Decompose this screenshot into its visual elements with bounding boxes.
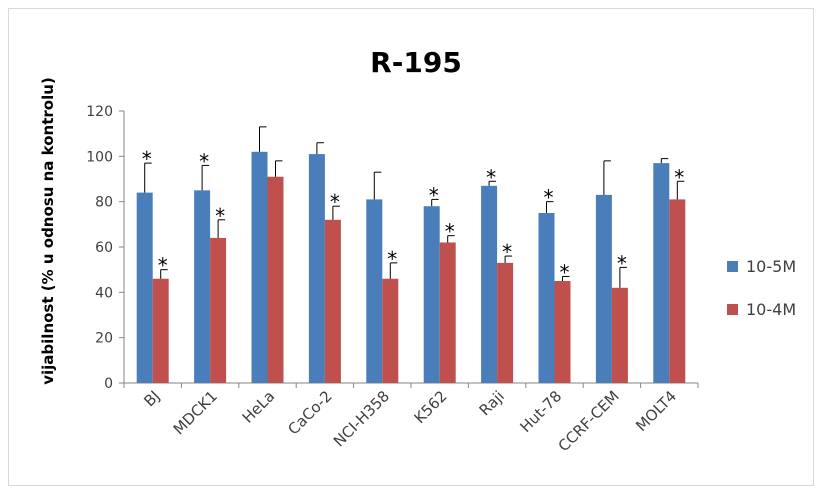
bar-series2	[439, 242, 456, 383]
chart-title: R-195	[370, 46, 462, 79]
bar-series2	[324, 219, 341, 383]
legend-swatch	[727, 261, 738, 272]
bar-series1	[136, 192, 153, 383]
y-tick-label: 120	[86, 104, 113, 120]
y-tick-label: 40	[95, 285, 113, 301]
significance-marker: *	[158, 254, 168, 278]
bar-series1	[538, 213, 555, 383]
y-tick-label: 80	[95, 195, 113, 211]
category-label: CCRF-CEM	[555, 387, 623, 455]
category-label: MDCK1	[170, 387, 221, 438]
bar-series2	[611, 287, 628, 383]
bar-series1	[366, 199, 383, 383]
significance-marker: *	[560, 260, 570, 284]
category-label: NCI-H358	[330, 387, 393, 450]
category-label: K562	[411, 387, 451, 427]
y-tick-label: 20	[95, 331, 113, 347]
category-label: Hut-78	[516, 387, 565, 436]
y-axis-label: vijabilnost (% u odnosu na kontrolu)	[39, 77, 57, 385]
legend-label: 10-4M	[746, 300, 796, 319]
bar-series2	[669, 199, 686, 383]
y-tick-label: 0	[104, 376, 113, 392]
significance-marker: *	[617, 251, 627, 275]
significance-marker: *	[142, 147, 152, 171]
bar-series2	[497, 262, 514, 383]
category-label: BJ	[140, 387, 163, 410]
legend-label: 10-5M	[746, 257, 796, 276]
chart-frame: R-195 vijabilnost (% u odnosu na kontrol…	[8, 8, 814, 486]
significance-marker: *	[387, 247, 397, 271]
significance-marker: *	[445, 220, 455, 244]
bar-series1	[653, 163, 670, 383]
bar-series1	[595, 194, 612, 383]
y-tick-label: 60	[95, 240, 113, 256]
category-label: Raji	[476, 387, 508, 419]
bar-series2	[210, 237, 227, 383]
significance-marker: *	[429, 183, 439, 207]
category-label: HeLa	[239, 387, 279, 427]
legend-swatch	[727, 304, 738, 315]
significance-marker: *	[502, 240, 512, 264]
bar-series2	[152, 278, 169, 383]
bar-series2	[554, 281, 571, 383]
category-label: CaCo-2	[284, 387, 335, 438]
y-tick-label: 100	[86, 149, 113, 165]
significance-marker: *	[215, 204, 225, 228]
significance-marker: *	[674, 165, 684, 189]
bar-series1	[481, 185, 498, 383]
bar-chart: R-195 vijabilnost (% u odnosu na kontrol…	[39, 46, 796, 455]
significance-marker: *	[330, 190, 340, 214]
bar-series2	[267, 176, 284, 383]
bar-series1	[251, 151, 268, 383]
category-label: MOLT4	[632, 387, 680, 435]
significance-marker: *	[544, 186, 554, 210]
bar-series1	[194, 190, 211, 383]
bar-series1	[423, 206, 440, 383]
legend: 10-5M 10-4M	[727, 257, 796, 319]
bar-series1	[308, 154, 325, 383]
significance-marker: *	[199, 149, 209, 173]
significance-marker: *	[486, 165, 496, 189]
bar-series2	[382, 278, 399, 383]
